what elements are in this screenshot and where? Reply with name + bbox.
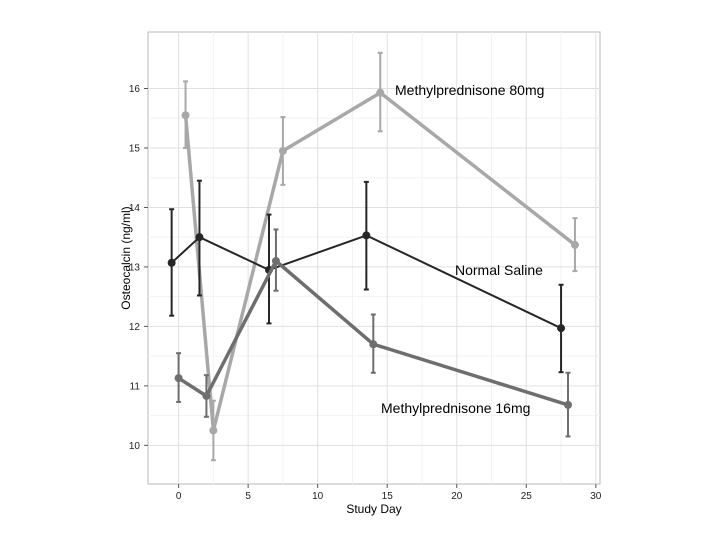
data-point <box>202 391 211 400</box>
label-methylprednisone-80mg: Methylprednisone 80mg <box>395 82 544 98</box>
axis-ticks: 0 5 10 15 20 25 30 10 11 12 13 14 15 16 <box>129 84 602 502</box>
x-tick-label: 25 <box>521 491 533 502</box>
x-axis-title: Study Day <box>346 502 401 516</box>
y-tick-label: 12 <box>129 322 141 333</box>
data-point <box>195 233 204 242</box>
y-tick-label: 13 <box>129 262 141 273</box>
data-point <box>209 426 218 435</box>
plot-panel <box>147 31 601 485</box>
x-tick-label: 20 <box>451 491 463 502</box>
y-tick-label: 15 <box>129 143 141 154</box>
x-tick-label: 30 <box>590 491 602 502</box>
series-2 <box>174 228 573 438</box>
data-point <box>564 400 573 409</box>
y-tick-label: 14 <box>129 203 141 214</box>
data-point <box>369 340 378 349</box>
label-normal-saline: Normal Saline <box>455 262 543 278</box>
data-point <box>278 146 287 155</box>
y-axis-title: Osteocalcin (ng/ml) <box>119 206 133 309</box>
y-tick-label: 11 <box>130 381 141 392</box>
data-point <box>271 256 280 265</box>
y-tick-label: 16 <box>129 84 141 95</box>
series-0 <box>181 51 579 462</box>
y-tick-label: 10 <box>129 441 141 452</box>
series-layer <box>167 51 579 462</box>
data-point <box>167 258 176 267</box>
series-1 <box>167 179 566 374</box>
x-tick-label: 15 <box>382 491 394 502</box>
x-tick-label: 10 <box>312 491 324 502</box>
data-point <box>557 324 566 333</box>
data-point <box>181 111 190 120</box>
data-point <box>570 240 579 249</box>
x-tick-label: 0 <box>176 491 182 502</box>
data-point <box>174 374 183 383</box>
x-tick-label: 5 <box>245 491 251 502</box>
data-point <box>362 231 371 240</box>
data-point <box>376 88 385 97</box>
label-methylprednisone-16mg: Methylprednisone 16mg <box>381 400 530 416</box>
